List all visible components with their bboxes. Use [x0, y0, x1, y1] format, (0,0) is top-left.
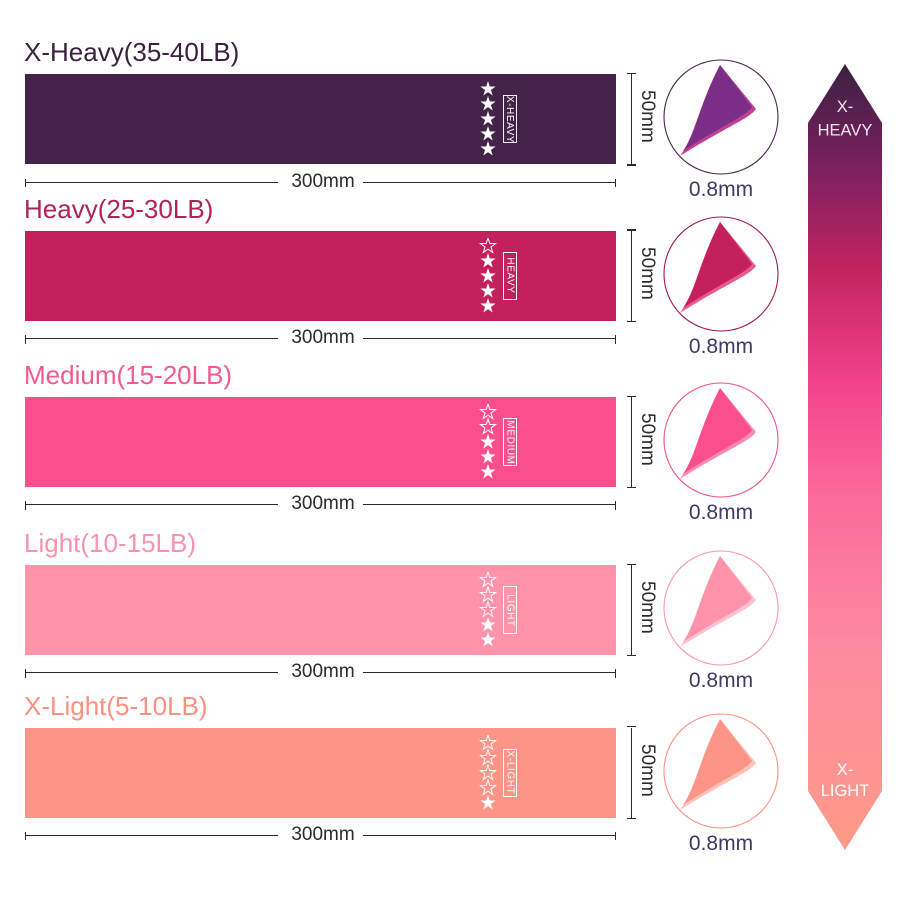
svg-text:X-: X- — [837, 761, 854, 779]
svg-text:X-: X- — [837, 98, 854, 116]
svg-text:HEAVY: HEAVY — [818, 122, 873, 140]
svg-text:LIGHT: LIGHT — [821, 782, 870, 800]
